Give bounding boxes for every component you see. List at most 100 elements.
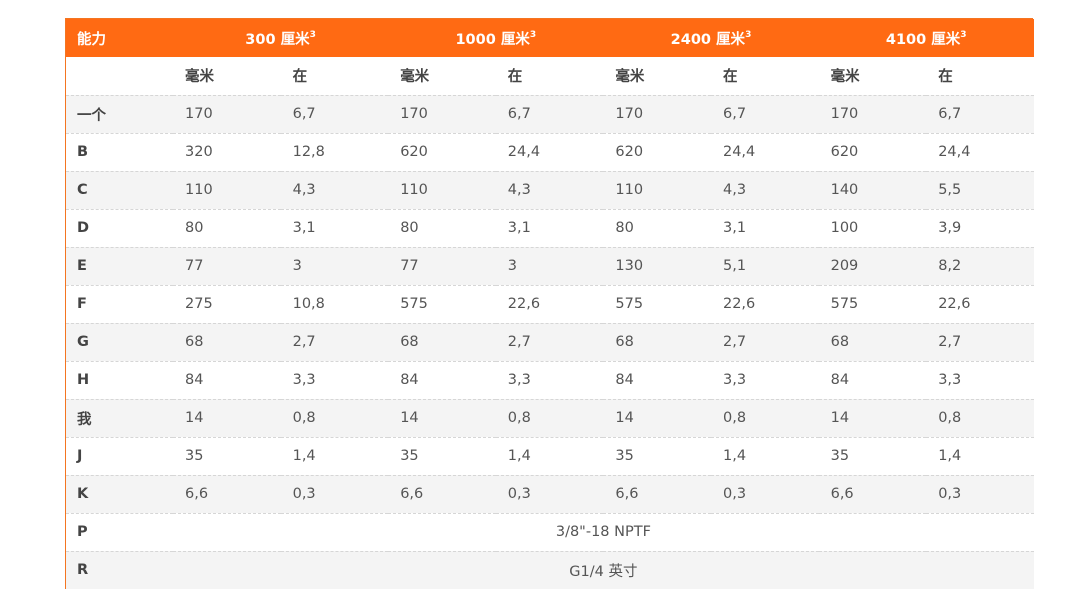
cell-in: 1,4	[495, 436, 604, 475]
row-label: H	[66, 360, 173, 399]
cell-mm: 35	[603, 436, 711, 475]
unit-row: 毫米 在 毫米 在 毫米 在 毫米 在	[66, 57, 1034, 95]
cell-in: 0,3	[495, 474, 604, 513]
unit-mm: 毫米	[603, 57, 711, 95]
cell-in: 24,4	[926, 132, 1034, 171]
unit-mm: 毫米	[173, 57, 281, 95]
cell-mm: 80	[603, 208, 711, 247]
cell-mm: 14	[818, 398, 927, 437]
table-row: C 110 4,3 110 4,3 110 4,3 140 5,5	[66, 170, 1034, 209]
cell-mm: 35	[388, 436, 496, 475]
cell-mm: 575	[603, 284, 711, 323]
cell-in: 3,3	[710, 360, 819, 399]
cell-in: 22,6	[710, 284, 819, 323]
cell-mm: 80	[388, 208, 496, 247]
cell-mm: 68	[388, 322, 496, 361]
table-row: H 84 3,3 84 3,3 84 3,3 84 3,3	[66, 360, 1034, 399]
cell-mm: 110	[603, 170, 711, 209]
cell-mm: 275	[173, 284, 281, 323]
table-row: 我 14 0,8 14 0,8 14 0,8 14 0,8	[66, 398, 1034, 437]
unit-row-empty	[66, 57, 173, 95]
cell-mm: 68	[818, 322, 927, 361]
cell-in: 3,1	[280, 208, 389, 247]
cell-in: 1,4	[926, 436, 1034, 475]
cell-in: 8,2	[926, 246, 1034, 285]
cell-in: 3	[495, 246, 604, 285]
cell-mm: 6,6	[173, 474, 281, 513]
cell-in: 0,8	[495, 398, 604, 437]
cell-mm: 620	[818, 132, 927, 171]
cell-mm: 84	[603, 360, 711, 399]
table-row: F 275 10,8 575 22,6 575 22,6 575 22,6	[66, 284, 1034, 323]
cell-mm: 14	[173, 398, 281, 437]
row-label: P	[66, 512, 173, 551]
capacity-header-2400: 2400 厘米3	[603, 19, 819, 57]
capacity-header-300: 300 厘米3	[173, 19, 389, 57]
cell-in: 0,3	[280, 474, 389, 513]
cell-in: 6,7	[280, 94, 389, 133]
span-value: G1/4 英寸	[173, 550, 1034, 589]
row-label: D	[66, 208, 173, 247]
cell-mm: 68	[173, 322, 281, 361]
cell-mm: 170	[388, 94, 496, 133]
cell-mm: 35	[173, 436, 281, 475]
cell-mm: 110	[173, 170, 281, 209]
cell-mm: 80	[173, 208, 281, 247]
cell-in: 3,3	[926, 360, 1034, 399]
cell-in: 1,4	[710, 436, 819, 475]
cell-mm: 84	[388, 360, 496, 399]
cell-mm: 100	[818, 208, 927, 247]
cell-mm: 140	[818, 170, 927, 209]
table-row: P 3/8"-18 NPTF	[66, 512, 1034, 551]
cell-mm: 6,6	[603, 474, 711, 513]
unit-mm: 毫米	[818, 57, 927, 95]
cell-mm: 170	[818, 94, 927, 133]
unit-in: 在	[710, 57, 819, 95]
spec-table: 能力 300 厘米3 1000 厘米3 2400 厘米3 4100 厘米3 毫米…	[66, 19, 1034, 589]
unit-in: 在	[280, 57, 389, 95]
cell-in: 4,3	[495, 170, 604, 209]
cell-in: 2,7	[280, 322, 389, 361]
cell-mm: 6,6	[818, 474, 927, 513]
cell-in: 0,8	[280, 398, 389, 437]
row-label: R	[66, 550, 173, 589]
cell-in: 12,8	[280, 132, 389, 171]
cell-mm: 68	[603, 322, 711, 361]
row-label: 我	[66, 398, 173, 437]
cell-in: 22,6	[495, 284, 604, 323]
cell-mm: 84	[173, 360, 281, 399]
cell-in: 3,3	[280, 360, 389, 399]
table-row: 一个 170 6,7 170 6,7 170 6,7 170 6,7	[66, 94, 1034, 133]
table-row: R G1/4 英寸	[66, 550, 1034, 589]
cell-in: 6,7	[495, 94, 604, 133]
cell-in: 0,8	[926, 398, 1034, 437]
cell-in: 22,6	[926, 284, 1034, 323]
table-row: G 68 2,7 68 2,7 68 2,7 68 2,7	[66, 322, 1034, 361]
cell-mm: 6,6	[388, 474, 496, 513]
cell-in: 3	[280, 246, 389, 285]
cell-mm: 170	[603, 94, 711, 133]
cell-mm: 620	[388, 132, 496, 171]
cell-mm: 209	[818, 246, 927, 285]
cell-in: 1,4	[280, 436, 389, 475]
span-value: 3/8"-18 NPTF	[173, 512, 1034, 551]
table-row: D 80 3,1 80 3,1 80 3,1 100 3,9	[66, 208, 1034, 247]
row-label: G	[66, 322, 173, 361]
cell-in: 24,4	[710, 132, 819, 171]
cell-mm: 575	[388, 284, 496, 323]
cell-in: 0,3	[926, 474, 1034, 513]
row-label: J	[66, 436, 173, 475]
cell-mm: 130	[603, 246, 711, 285]
cell-mm: 77	[388, 246, 496, 285]
table-row: B 320 12,8 620 24,4 620 24,4 620 24,4	[66, 132, 1034, 171]
cell-in: 0,8	[710, 398, 819, 437]
capacity-header-4100: 4100 厘米3	[818, 19, 1034, 57]
cell-mm: 170	[173, 94, 281, 133]
row-label: K	[66, 474, 173, 513]
cell-mm: 620	[603, 132, 711, 171]
cell-mm: 320	[173, 132, 281, 171]
cell-in: 2,7	[926, 322, 1034, 361]
row-label: F	[66, 284, 173, 323]
cell-mm: 35	[818, 436, 927, 475]
cell-in: 4,3	[280, 170, 389, 209]
